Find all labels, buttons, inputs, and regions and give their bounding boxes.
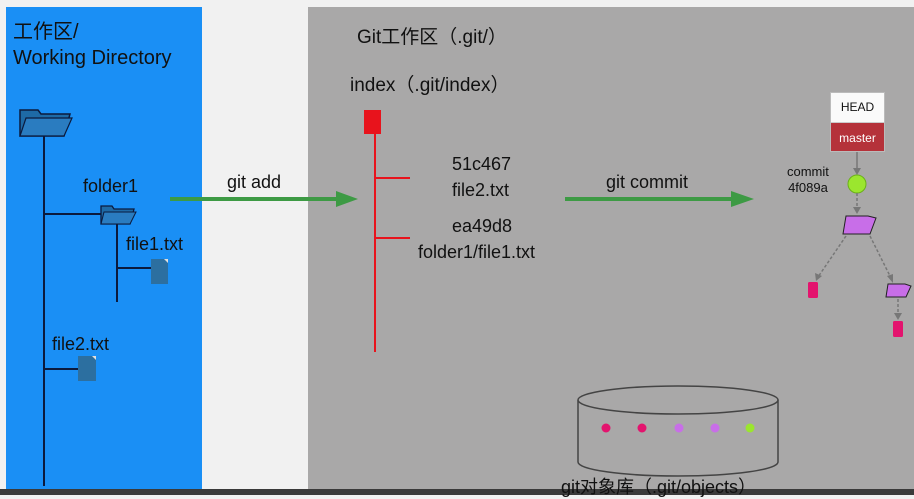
commit-word: commit (787, 164, 829, 179)
index-entry2-file: folder1/file1.txt (418, 242, 536, 262)
git-add-label: git add (227, 172, 282, 192)
git-workspace-title: Git工作区（.git/） (357, 27, 507, 48)
file1-label: file1.txt (126, 234, 184, 254)
index-tree (364, 110, 410, 352)
file1-file-icon (151, 259, 168, 284)
commit-label: commit 4f089a (787, 164, 829, 196)
folder1-label: folder1 (83, 176, 139, 196)
commit-hash: 4f089a (788, 180, 828, 195)
git-commit-label: git commit (606, 172, 689, 192)
index-label: index（.git/index） (350, 75, 510, 96)
working-directory-panel (6, 7, 202, 495)
index-entry2-hash: ea49d8 (452, 216, 513, 236)
head-label: HEAD (831, 93, 884, 123)
working-tree-lines (43, 134, 152, 486)
bottom-bar (0, 489, 914, 495)
git-commit-arrow (565, 191, 754, 207)
file2-label: file2.txt (52, 334, 110, 354)
root-folder-icon (19, 109, 73, 137)
head-ref-box: HEAD master (830, 92, 885, 152)
working-directory-title: 工作区/ Working Directory (13, 19, 172, 71)
git-add-arrow (170, 191, 358, 207)
index-entry1-hash: 51c467 (452, 154, 512, 174)
commit-graph (808, 152, 912, 337)
object-database-label: git对象库（.git/objects） (561, 477, 757, 497)
working-directory-title-line2: Working Directory (13, 47, 172, 69)
git-workspace-panel (308, 7, 914, 495)
folder1-folder-icon (100, 205, 137, 225)
working-directory-title-line1: 工作区/ (13, 21, 79, 43)
database-cylinder-icon (577, 385, 779, 477)
index-entry1-file: file2.txt (452, 180, 510, 200)
master-branch-label: master (831, 123, 884, 151)
file2-file-icon (78, 356, 96, 381)
